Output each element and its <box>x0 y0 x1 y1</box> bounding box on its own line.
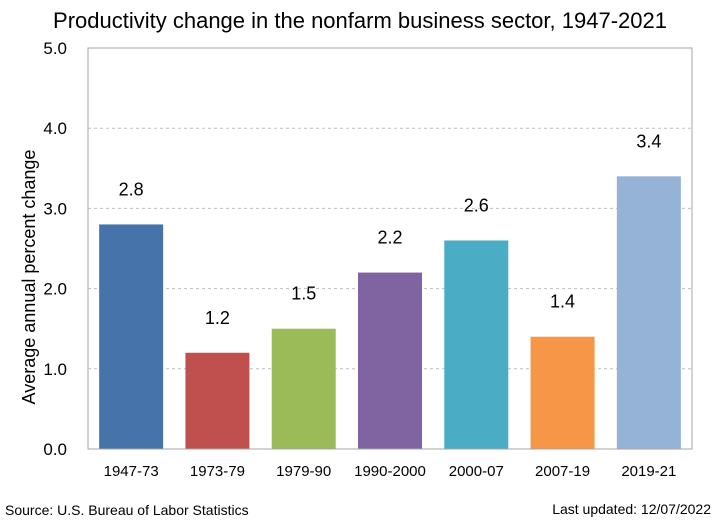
bar-1947-73 <box>99 224 164 449</box>
bar-2000-07 <box>444 240 509 449</box>
x-category-label: 2000-07 <box>449 463 504 480</box>
bars <box>99 176 681 449</box>
x-axis-category-labels: 1947-73 1973-79 1979-90 1990-2000 2000-07 200… <box>104 463 677 480</box>
value-label: 1.2 <box>205 308 230 328</box>
plot-area: 2.8 1.2 1.5 2.2 2.6 1.4 3.4 <box>87 47 693 450</box>
value-label: 3.4 <box>636 131 661 151</box>
x-category-label: 2019-21 <box>621 463 676 480</box>
y-tick-label: 5.0 <box>43 39 67 58</box>
value-label: 1.4 <box>550 292 575 312</box>
x-category-label: 1979-90 <box>276 463 331 480</box>
value-label: 2.2 <box>377 228 402 248</box>
x-category-label: 1990-2000 <box>354 463 426 480</box>
value-label: 1.5 <box>291 284 316 304</box>
x-category-label: 1947-73 <box>104 463 159 480</box>
value-labels: 2.8 1.2 1.5 2.2 2.6 1.4 3.4 <box>119 131 662 327</box>
y-tick-label: 2.0 <box>43 280 67 299</box>
bar-1973-79 <box>185 352 250 449</box>
bar-2007-19 <box>530 336 595 449</box>
y-axis-tick-labels: 0.0 1.0 2.0 3.0 4.0 5.0 <box>43 39 67 459</box>
last-updated-note: Last updated: 12/07/2022 <box>552 501 711 517</box>
value-label: 2.8 <box>119 179 144 199</box>
bar-2019-21 <box>616 176 681 449</box>
x-category-label: 1973-79 <box>190 463 245 480</box>
chart-title: Productivity change in the nonfarm busin… <box>53 8 667 33</box>
y-tick-label: 0.0 <box>43 440 67 459</box>
source-note: Source: U.S. Bureau of Labor Statistics <box>5 502 249 518</box>
bar-1990-2000 <box>358 272 422 449</box>
y-axis-title: Average annual percent change <box>19 150 39 405</box>
y-tick-label: 3.0 <box>43 199 67 218</box>
value-label: 2.6 <box>464 195 489 215</box>
y-tick-label: 1.0 <box>43 360 67 379</box>
bar-1979-90 <box>271 328 336 449</box>
y-tick-label: 4.0 <box>43 119 67 138</box>
x-category-label: 2007-19 <box>535 463 590 480</box>
